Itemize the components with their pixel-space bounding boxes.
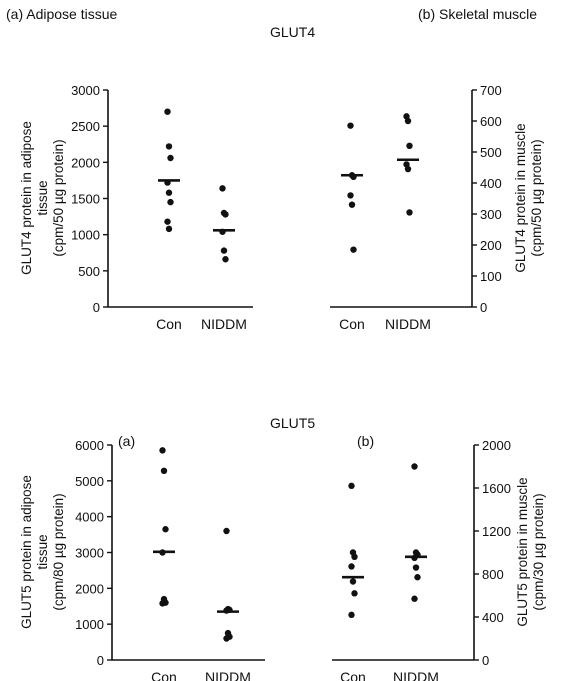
data-point — [167, 198, 174, 206]
y-axis-label: (cpm/50 µg protein) — [529, 139, 544, 256]
x-category-label: Con — [339, 316, 365, 332]
data-point — [165, 189, 173, 196]
y-tick-label: 1600 — [482, 481, 511, 496]
glut4-title: GLUT4 — [270, 24, 316, 40]
y-tick-label: 600 — [480, 114, 502, 129]
data-point — [164, 218, 171, 225]
y-tick-label: 400 — [482, 610, 504, 625]
y-tick-label: 4000 — [75, 510, 104, 525]
y-tick-label: 2000 — [75, 581, 104, 596]
data-point — [411, 463, 418, 470]
y-tick-label: 0 — [93, 300, 100, 315]
glut5-b-label: (b) — [357, 433, 375, 449]
data-point — [159, 447, 166, 454]
chart-glut4-muscle: 0 100 200 300 400 500 600 700 Con NIDDM GLUT4 prot… — [330, 83, 544, 332]
x-category-label: NIDDM — [393, 669, 439, 681]
x-category-label: Con — [156, 316, 182, 332]
data-point — [406, 209, 413, 216]
chart-glut5-muscle: 0 400 800 1200 1600 2000 Con NIDDM GLUT5 protein… — [332, 438, 546, 681]
data-point — [348, 482, 355, 490]
data-point — [349, 578, 357, 585]
x-category-label: Con — [340, 669, 366, 681]
data-point — [222, 256, 229, 263]
data-point — [347, 192, 354, 199]
data-point — [351, 590, 358, 597]
y-tick-label: 2000 — [71, 155, 100, 170]
panel-b-label: (b) Skeletal muscle — [418, 6, 538, 22]
data-point — [159, 600, 166, 607]
y-tick-label: 500 — [480, 145, 502, 160]
data-point — [222, 211, 229, 218]
data-point — [220, 247, 228, 254]
data-point — [350, 246, 357, 253]
y-tick-label: 0 — [97, 653, 104, 668]
data-point — [223, 635, 230, 642]
y-tick-label: 2500 — [71, 119, 100, 134]
data-point — [404, 165, 412, 173]
y-tick-label: 100 — [480, 269, 502, 284]
y-axis-label: GLUT4 protein in adipose — [19, 121, 34, 275]
y-tick-label: 6000 — [75, 438, 104, 453]
x-category-label: Con — [151, 669, 177, 681]
y-axis-label: (cpm/30 µg protein) — [531, 493, 546, 610]
y-axis-label: GLUT4 protein in muscle — [513, 123, 528, 272]
y-axis-label: tissue — [35, 534, 50, 569]
glut5-title: GLUT5 — [270, 415, 316, 431]
y-tick-label: 1200 — [482, 524, 511, 539]
data-point — [223, 527, 230, 535]
chart-glut5-adipose: 0 1000 2000 3000 4000 5000 6000 Con NIDDM GLUT5 p… — [19, 438, 265, 681]
x-category-label: NIDDM — [385, 316, 431, 332]
data-point — [347, 122, 354, 129]
data-point — [348, 611, 355, 619]
y-tick-label: 5000 — [75, 474, 104, 489]
y-tick-label: 3000 — [75, 546, 104, 561]
y-tick-label: 500 — [78, 264, 100, 279]
y-axis-label: tissue — [35, 180, 50, 215]
glut5-a-label: (a) — [118, 433, 136, 449]
y-tick-label: 400 — [480, 176, 502, 191]
data-point — [162, 526, 169, 533]
data-point — [412, 564, 420, 571]
y-tick-label: 700 — [480, 83, 502, 98]
y-tick-label: 2000 — [482, 438, 511, 453]
data-point — [167, 154, 174, 162]
panel-a-label: (a) Adipose tissue — [6, 6, 118, 22]
y-tick-label: 1000 — [75, 617, 104, 632]
chart-glut4-adipose: 0 500 1000 1500 2000 2500 3000 Con NIDDM GLUT4 pr… — [19, 83, 253, 332]
data-point — [406, 142, 413, 149]
data-point — [414, 574, 421, 581]
x-category-label: NIDDM — [205, 669, 251, 681]
data-point — [219, 185, 226, 192]
data-point — [165, 225, 173, 233]
data-point — [351, 553, 358, 560]
y-axis-label: GLUT5 protein in muscle — [515, 477, 530, 626]
x-category-label: NIDDM — [201, 316, 247, 332]
data-point — [164, 108, 171, 115]
y-tick-label: 1500 — [71, 192, 100, 207]
data-point — [165, 143, 173, 150]
data-point — [348, 201, 356, 208]
data-point — [160, 467, 168, 474]
y-tick-label: 0 — [480, 300, 487, 315]
data-point — [411, 595, 418, 602]
data-point — [348, 563, 355, 570]
y-axis-label: (cpm/50 µg protein) — [51, 139, 66, 256]
y-tick-label: 3000 — [71, 83, 100, 98]
y-axis-label: (cpm/80 µg protein) — [51, 493, 66, 610]
y-tick-label: 0 — [482, 653, 489, 668]
y-axis-label: GLUT5 protein in adipose — [19, 475, 34, 629]
y-tick-label: 1000 — [71, 228, 100, 243]
y-tick-label: 300 — [480, 207, 502, 222]
data-point — [404, 117, 412, 125]
y-tick-label: 200 — [480, 238, 502, 253]
y-tick-label: 800 — [482, 567, 504, 582]
